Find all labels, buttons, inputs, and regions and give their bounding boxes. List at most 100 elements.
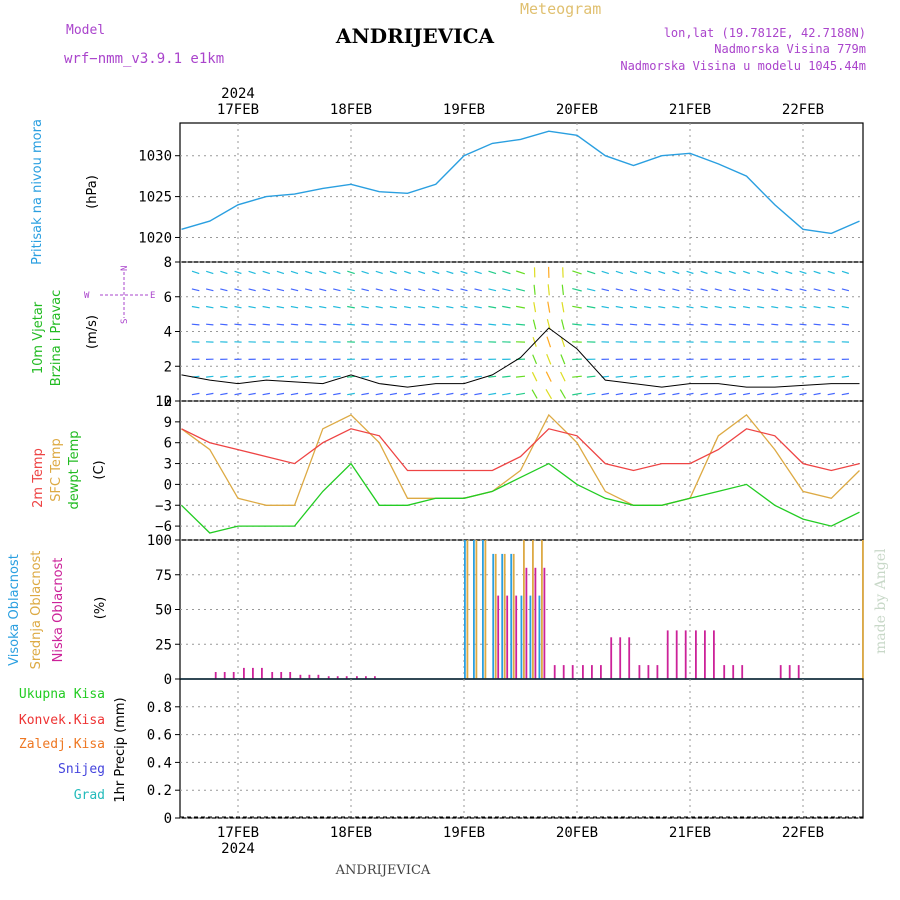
wind-barb <box>714 270 722 275</box>
wind-barb <box>785 270 793 275</box>
wind-barb <box>672 288 680 292</box>
wind-barb <box>474 323 482 326</box>
top-date-label: 20FEB <box>556 102 598 118</box>
wind-barb <box>785 392 793 396</box>
wind-barb <box>601 270 609 275</box>
wind-barb <box>644 270 652 275</box>
wind-barb <box>347 305 355 309</box>
top-date-label: 18FEB <box>330 102 372 118</box>
wind-barb <box>290 375 299 378</box>
dewpt-label: dewpt Temp <box>67 430 82 509</box>
wind-barb <box>615 392 624 396</box>
wind-barb <box>757 375 765 378</box>
bottom-date-label: 18FEB <box>330 825 372 841</box>
wind-barb <box>403 288 412 292</box>
cloud-high-bar <box>538 595 541 679</box>
temp2m-line <box>181 428 860 472</box>
pressure-tick-label: 1025 <box>138 190 172 206</box>
wind-barb <box>827 288 835 292</box>
wind-barb <box>347 392 355 396</box>
wind-barb <box>658 288 666 292</box>
cloud-low-bar <box>797 665 800 679</box>
wind-barb <box>389 323 397 326</box>
watermark: made by Angel <box>873 548 889 654</box>
wind-barb <box>432 305 440 309</box>
wind-barb <box>728 323 736 326</box>
wind-barb <box>333 392 341 396</box>
top-date-labels: 17FEB 18FEB 19FEB 20FEB 21FEB 22FEB <box>217 102 824 118</box>
wind-barb <box>516 270 525 275</box>
cloud-low-bar <box>308 674 311 679</box>
cloud-low-bar <box>525 567 528 679</box>
wind-barb <box>629 375 638 378</box>
wind-compass: N W E S <box>84 266 155 324</box>
wind-barb <box>515 375 526 378</box>
wind-barb <box>333 270 341 275</box>
wind-barb <box>672 323 680 326</box>
cloud-high-bar <box>482 540 484 679</box>
wind-barb <box>658 270 666 275</box>
wind-barb <box>615 288 624 292</box>
wind-barb <box>586 375 596 378</box>
wind-barb <box>220 288 228 292</box>
wind-barb <box>502 375 511 378</box>
cloud-mid-bar <box>475 540 478 679</box>
pressure-label: Pritisak na nivou mora <box>30 119 45 265</box>
wind-barb <box>460 270 468 275</box>
wind-barb <box>248 323 256 326</box>
cloud-mid-bar <box>862 540 864 679</box>
wind-barb <box>686 288 694 292</box>
pressure-tick-label: 1020 <box>138 230 172 246</box>
wind-barb <box>643 306 652 309</box>
wind-barb <box>276 288 285 292</box>
wind-barb <box>403 306 412 309</box>
cloud-high-bar <box>464 540 466 679</box>
wind-barb <box>389 270 397 275</box>
wind-barb <box>757 323 765 326</box>
cloud-low-bar <box>243 667 245 679</box>
bottom-year: 2024 <box>221 841 255 857</box>
wind-barb <box>532 354 538 365</box>
bottom-date-label: 17FEB <box>217 825 259 841</box>
precip-legend-snow: Snijeg <box>58 762 105 777</box>
cloud-low-bar <box>223 672 226 679</box>
wind-barb <box>205 305 214 309</box>
wind-barb <box>771 323 779 326</box>
wind-barb <box>615 375 624 378</box>
precip-legend-total: Ukupna Kisa <box>19 687 105 702</box>
wind-barb <box>586 323 596 326</box>
wind-barb <box>644 323 652 326</box>
cloud-low-bar <box>695 630 697 679</box>
wind-barb <box>446 323 454 326</box>
wind-barb <box>813 306 821 309</box>
wind-barb <box>728 306 737 309</box>
wind-barb <box>672 270 680 275</box>
wind-barb <box>488 323 497 326</box>
wind-barb <box>586 288 596 292</box>
wind-barb <box>714 375 722 378</box>
wind-barb <box>531 371 538 382</box>
cloud-low-bar <box>647 665 650 679</box>
wind-barb <box>601 323 609 326</box>
wind-barb <box>658 392 666 396</box>
wind-barb <box>276 323 285 326</box>
wind-barb <box>757 392 765 396</box>
wind-barb <box>389 392 398 396</box>
temperature-tick-label: −6 <box>155 519 172 535</box>
wind-barb <box>417 306 426 309</box>
wind-barb <box>220 323 228 326</box>
precip-legend-graupel: Grad <box>74 788 105 803</box>
wind-barb <box>546 336 552 348</box>
clouds-tick-label: 0 <box>164 672 172 688</box>
wind-barb <box>460 392 468 396</box>
cloud-low-bar <box>515 595 518 679</box>
precip-tick-label: 0.8 <box>147 700 172 716</box>
wind-barb <box>234 392 242 396</box>
wind-barb <box>432 288 440 292</box>
wind-barb <box>714 305 722 309</box>
precip-tick-label: 0 <box>164 811 172 827</box>
cloud-low-bar <box>271 672 274 679</box>
cloud-low-bar <box>591 665 593 679</box>
wind-barb <box>389 288 397 292</box>
